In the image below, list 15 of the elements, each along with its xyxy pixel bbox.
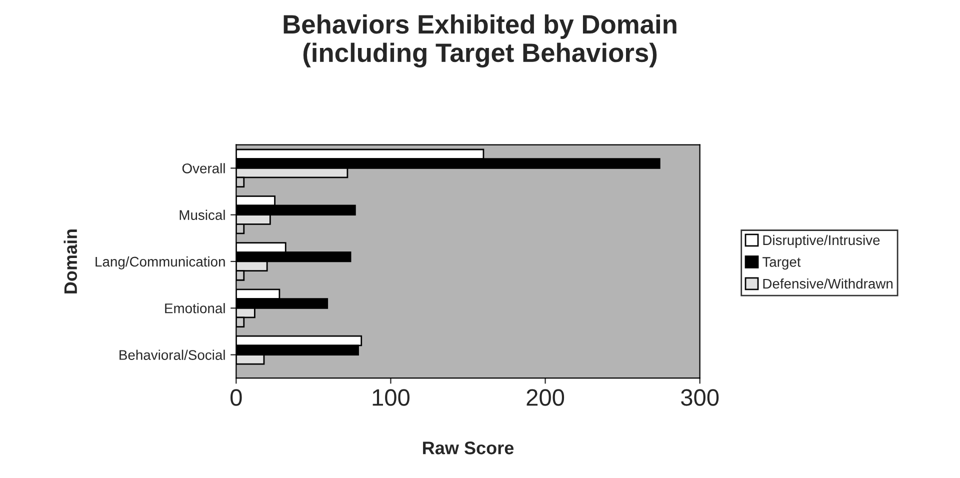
- x-tick-label: 0: [230, 389, 242, 406]
- y-axis-title: Domain: [64, 229, 78, 294]
- chart-title: Behaviors Exhibited by Domain (including Target Behaviors): [284, 14, 676, 68]
- legend-label: Defensive/Withdrawn: [763, 278, 892, 289]
- x-tick-label: 200: [526, 389, 564, 406]
- x-axis-title: Raw Score: [423, 442, 514, 454]
- y-tick-label: Musical: [180, 210, 225, 220]
- y-tick-label: Emotional: [165, 303, 225, 314]
- x-tick-label: 300: [681, 389, 719, 406]
- x-tick-label: 100: [372, 389, 410, 406]
- y-tick-label: Lang/Communication: [96, 256, 225, 270]
- y-tick-label: Overall: [182, 163, 225, 174]
- legend-label: Disruptive/Intrusive: [763, 234, 880, 248]
- y-tick-label: Behavioral/Social: [120, 350, 225, 360]
- legend-label: Target: [762, 257, 801, 270]
